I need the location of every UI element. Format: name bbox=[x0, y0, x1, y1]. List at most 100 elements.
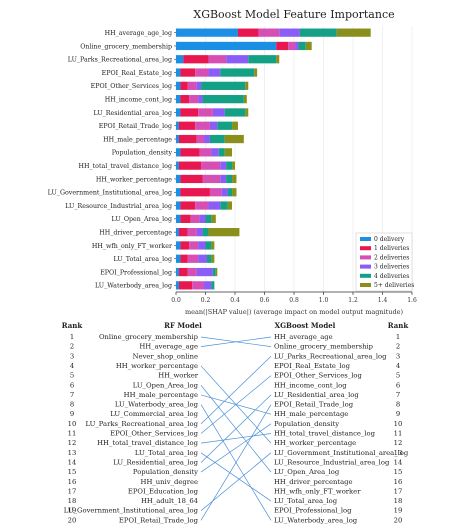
rank-number-right: 12 bbox=[394, 439, 403, 447]
y-tick-label: HH_worker_percentage bbox=[96, 176, 172, 183]
bar-segment bbox=[178, 161, 202, 170]
rf-feature-name: EPOI_Education_log bbox=[128, 487, 199, 495]
x-tick-label: 0.4 bbox=[230, 297, 240, 304]
rank-number-left: 19 bbox=[68, 507, 77, 515]
rank-link-line bbox=[200, 375, 272, 434]
y-tick-label: Population_density bbox=[112, 150, 173, 157]
y-tick-label: EPOI_Real_Estate_log bbox=[102, 70, 172, 77]
bar-segment bbox=[180, 148, 200, 157]
xgboost-feature-name: HH_average_age bbox=[274, 333, 333, 341]
bar-segment bbox=[204, 281, 212, 290]
rank-number-right: 15 bbox=[394, 468, 403, 476]
legend-swatch bbox=[360, 237, 371, 241]
bar-segment bbox=[180, 68, 196, 77]
xgboost-feature-name: LU_Waterbody_area_log bbox=[274, 516, 358, 524]
bar-segment bbox=[195, 68, 209, 77]
y-tick-label: LU_Open_Area_log bbox=[112, 216, 172, 223]
bar-segment bbox=[176, 121, 179, 130]
rf-feature-name: HH_adult_18_64 bbox=[141, 497, 198, 505]
rank-number-left: 16 bbox=[68, 478, 77, 486]
rf-feature-name: EPOI_Other_Services_log bbox=[110, 430, 198, 438]
legend-label: 4 deliveries bbox=[374, 273, 409, 280]
rf-feature-name: HH_total_travel_distance_log bbox=[97, 439, 199, 447]
bar-segment bbox=[189, 241, 199, 250]
bar-segment bbox=[176, 81, 181, 90]
bar-segment bbox=[201, 81, 246, 90]
bar-segment bbox=[220, 161, 227, 170]
rf-feature-name: LU_Parks_Recreational_area_log bbox=[85, 420, 198, 428]
bar-segment bbox=[199, 148, 212, 157]
y-tick-label: LU_Resource_Industrial_area_log bbox=[65, 203, 172, 210]
y-tick-label: HH_income_cont_log bbox=[105, 96, 172, 103]
rank-number-right: 3 bbox=[396, 352, 400, 360]
rank-number-right: 5 bbox=[396, 372, 400, 380]
y-tick-label: LU_Government_Institutional_area_log bbox=[48, 190, 172, 197]
y-tick-label: LU_Waterbody_area_log bbox=[95, 283, 172, 290]
y-tick-label: HH_average_age_log bbox=[105, 30, 172, 37]
bar-segment bbox=[195, 121, 210, 130]
bar-segment bbox=[180, 108, 199, 117]
rank-number-right: 4 bbox=[396, 362, 400, 370]
bar-segment bbox=[218, 148, 225, 157]
bar-segment bbox=[232, 188, 237, 197]
bar-segment bbox=[176, 108, 181, 117]
x-tick-labels: 0.0 0.2 0.4 0.6 0.8 1.0 1.2 1.4 1.6 bbox=[171, 292, 417, 304]
x-tick-label: 0.2 bbox=[201, 297, 211, 304]
bar-segment bbox=[178, 134, 197, 144]
bar-segment bbox=[176, 134, 179, 144]
bar-segment bbox=[243, 95, 247, 104]
rank-number-right: 9 bbox=[396, 410, 400, 418]
bar-segment bbox=[176, 55, 184, 64]
rank-number-left: 10 bbox=[68, 420, 77, 428]
rf-feature-name: Online_grocery_membership bbox=[99, 333, 199, 341]
rank-number-left: 11 bbox=[68, 430, 77, 438]
bar-segment bbox=[180, 188, 210, 197]
chart-title: XGBoost Model Feature Importance bbox=[193, 8, 394, 21]
x-tick-label: 1.2 bbox=[348, 297, 358, 304]
legend-swatch bbox=[360, 255, 371, 260]
y-tick-label: LU_Parks_Recreational_area_log bbox=[68, 57, 172, 64]
rf-feature-name: Never_shop_online bbox=[133, 352, 198, 360]
rank-link-line bbox=[200, 394, 272, 463]
rank-number-left: 15 bbox=[68, 468, 77, 476]
rank-number-left: 8 bbox=[70, 401, 74, 409]
rank-number-left: 12 bbox=[68, 439, 77, 447]
rank-number-right: 13 bbox=[394, 449, 403, 457]
bar-segment bbox=[190, 214, 200, 223]
bar-segment bbox=[232, 174, 237, 184]
bar-segment bbox=[176, 41, 277, 51]
bar-segment bbox=[187, 267, 197, 277]
bar-segment bbox=[180, 95, 190, 104]
xgboost-feature-name: HH_total_travel_distance_log bbox=[274, 430, 376, 438]
x-tick-label: 1.4 bbox=[378, 297, 388, 304]
bar-segment bbox=[178, 281, 193, 290]
bar-segment bbox=[192, 281, 205, 290]
bar-segment bbox=[198, 108, 213, 117]
xgboost-feature-name: EPOI_Real_Estate_log bbox=[274, 362, 351, 370]
rf-feature-name: LU_Residential_area_log bbox=[113, 458, 198, 466]
bar-segment bbox=[189, 95, 199, 104]
legend-swatch bbox=[360, 264, 371, 269]
legend-swatch bbox=[360, 273, 371, 278]
rank-number-left: 18 bbox=[68, 497, 77, 505]
rank-number-left: 14 bbox=[68, 458, 77, 466]
bar-segment bbox=[211, 254, 215, 263]
legend-label: 3 deliveries bbox=[374, 264, 409, 271]
bar-segment bbox=[176, 201, 181, 210]
bar-segment bbox=[180, 254, 188, 263]
xgboost-feature-name: LU_Open_Area_log bbox=[274, 468, 340, 476]
y-tick-label: EPOI_Retail_Trade_log bbox=[99, 123, 172, 130]
bar-segment bbox=[176, 214, 181, 223]
bar-segment bbox=[196, 267, 213, 277]
bar-segment bbox=[187, 254, 199, 263]
y-tick-label: HH_total_travel_distance_log bbox=[79, 163, 173, 170]
bar-segment bbox=[254, 68, 258, 77]
xgboost-feature-name: EPOI_Other_Services_log bbox=[274, 372, 362, 380]
rank-number-right: 11 bbox=[394, 430, 403, 438]
rank-number-left: 4 bbox=[70, 362, 74, 370]
rank-number-right: 7 bbox=[396, 391, 400, 399]
rank-number-right: 8 bbox=[396, 401, 400, 409]
bar-segment bbox=[217, 121, 233, 130]
xgboost-feature-name: HH_driver_percentage bbox=[274, 478, 353, 486]
bar-segment bbox=[211, 148, 219, 157]
